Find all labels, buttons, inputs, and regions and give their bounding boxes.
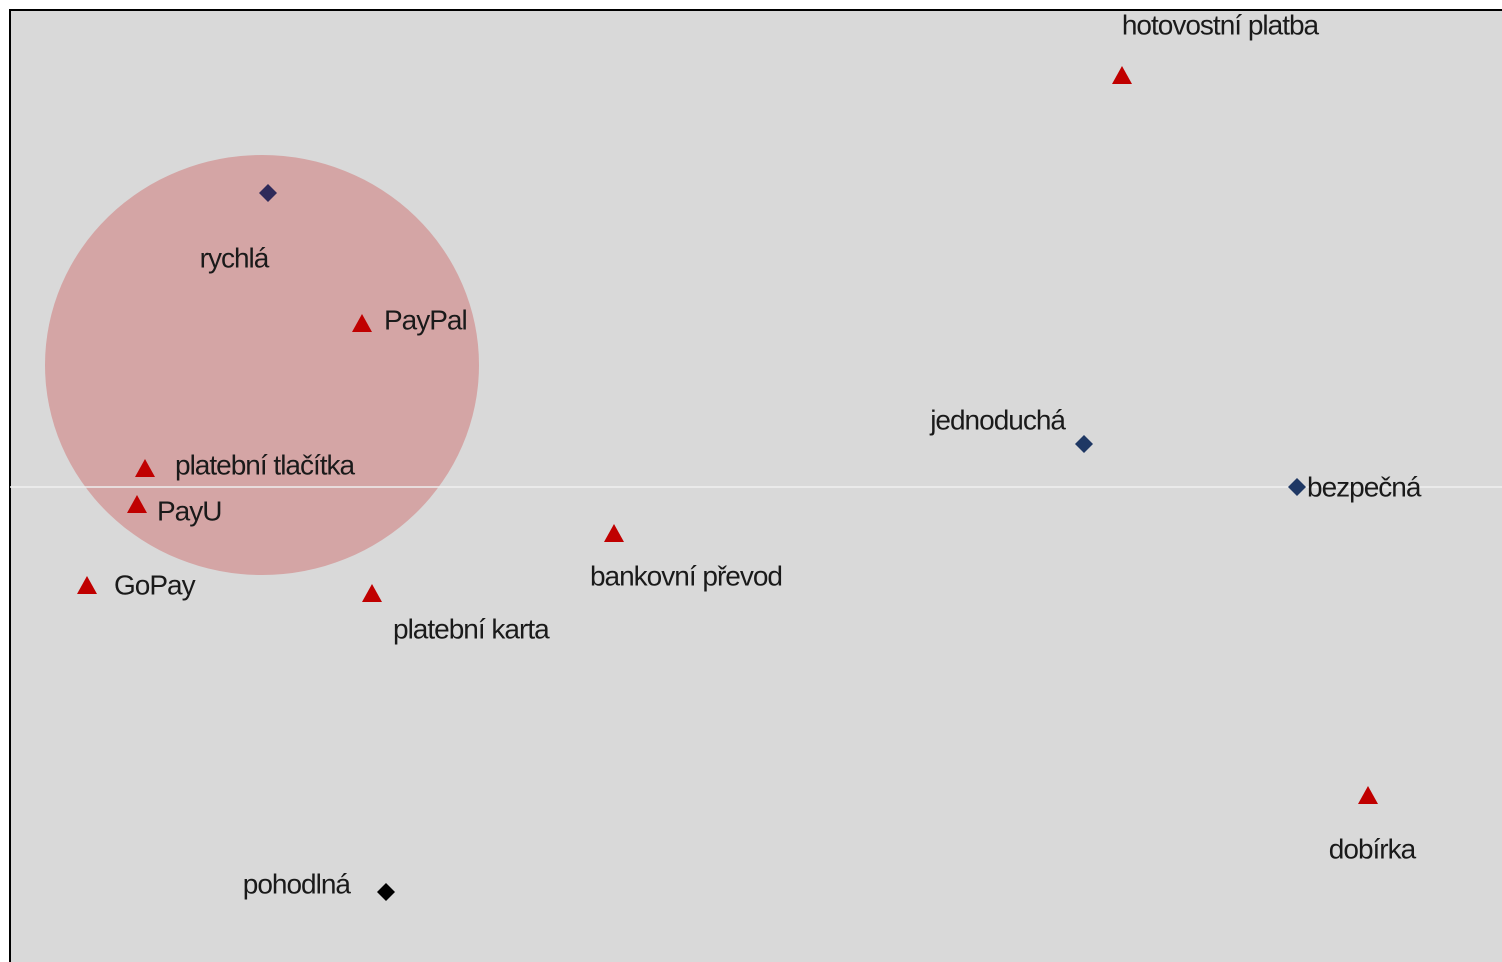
point-label: PayU — [157, 495, 221, 526]
diamond-marker — [1075, 435, 1093, 453]
triangle-marker — [127, 495, 147, 513]
point-label: bankovní převod — [590, 560, 782, 591]
point-label: pohodlná — [243, 868, 352, 899]
point-label: GoPay — [114, 569, 196, 600]
triangle-marker — [1112, 66, 1132, 84]
point-label: PayPal — [384, 304, 467, 335]
point-label: bezpečná — [1307, 471, 1422, 502]
point-label: jednoduchá — [929, 404, 1066, 435]
diamond-marker — [259, 184, 277, 202]
point-label: rychlá — [200, 242, 270, 273]
point-label: platební karta — [393, 613, 550, 644]
triangle-marker — [1358, 786, 1378, 804]
diamond-marker — [1288, 478, 1306, 496]
diamond-marker — [377, 883, 395, 901]
point-label: platební tlačítka — [175, 449, 356, 480]
cluster-highlight — [45, 155, 479, 575]
point-label: dobírka — [1329, 833, 1417, 864]
triangle-marker — [135, 459, 155, 477]
triangle-marker — [604, 524, 624, 542]
triangle-marker — [77, 576, 97, 594]
triangle-marker — [362, 584, 382, 602]
triangle-marker — [352, 314, 372, 332]
point-label: hotovostní platba — [1122, 9, 1320, 40]
